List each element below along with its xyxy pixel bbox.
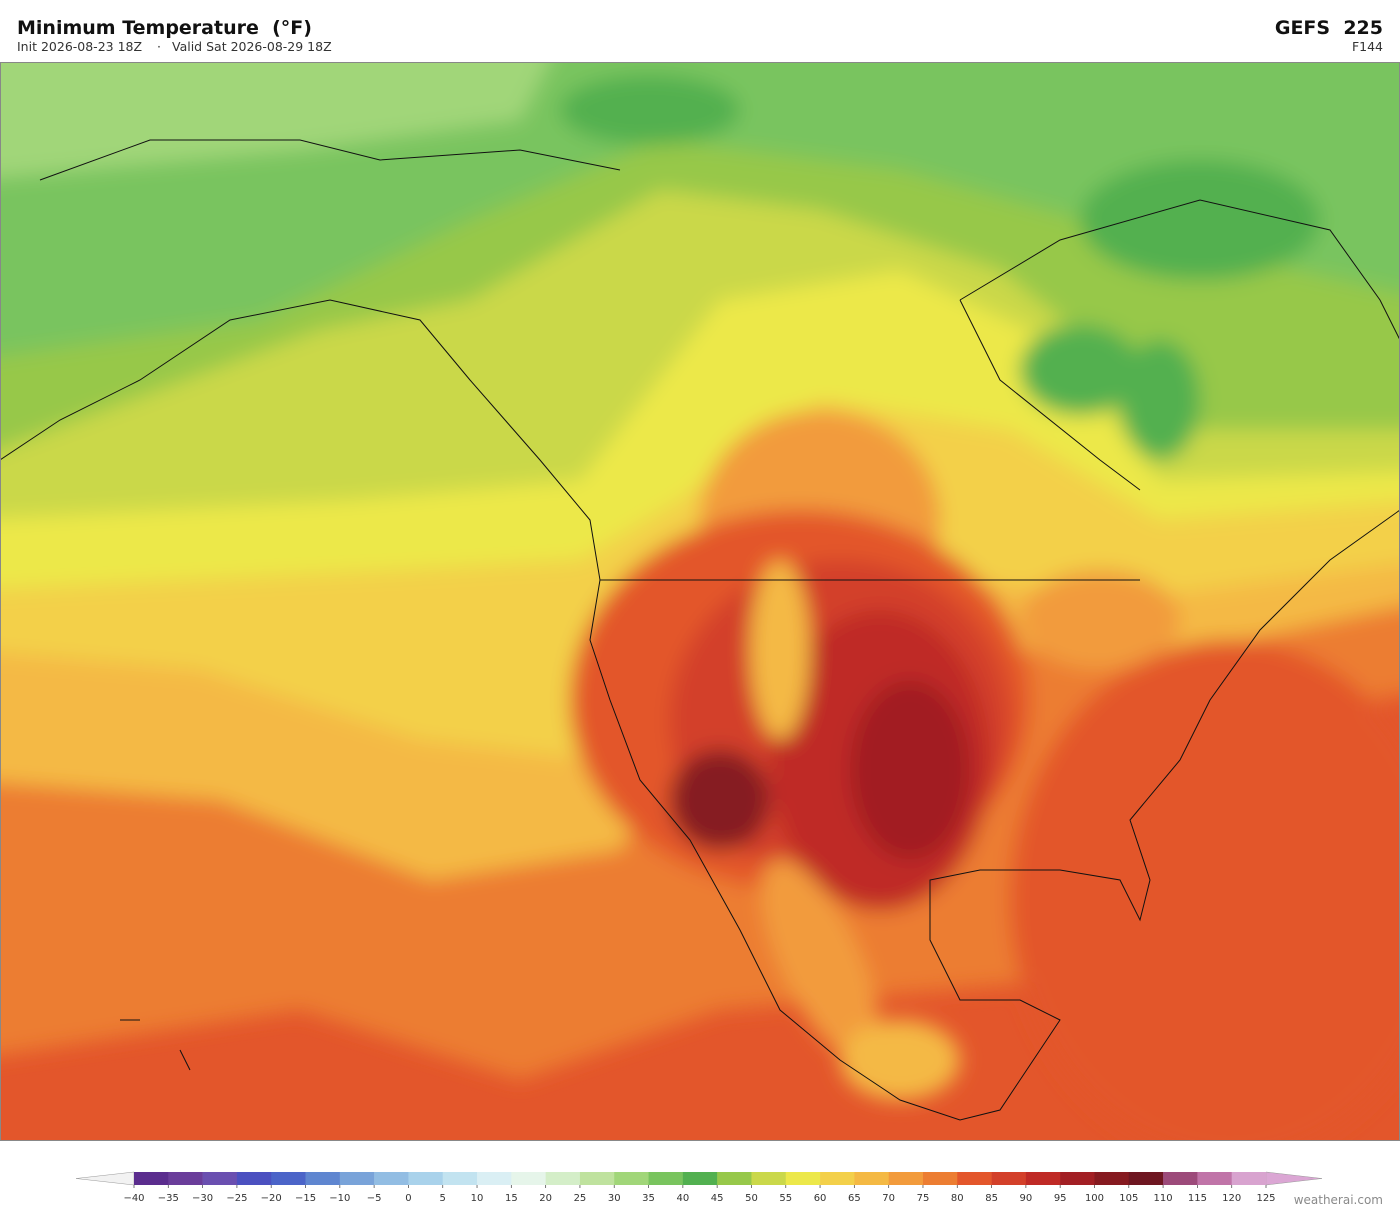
colorbar-tick-label: 115 xyxy=(1188,1193,1207,1204)
colorbar-tick-label: 10 xyxy=(471,1193,484,1204)
colorbar-swatch xyxy=(820,1172,855,1185)
colorbar-swatch xyxy=(614,1172,649,1185)
colorbar-swatch xyxy=(1197,1172,1232,1185)
colorbar-tick-label: 40 xyxy=(676,1193,689,1204)
colorbar: −40 −35 −30 −25 −20 −15 −10 −5 0 5 10 15 20 25 30 35 40 4… xyxy=(75,1171,1323,1204)
colorbar-tick-label: 50 xyxy=(745,1193,758,1204)
colorbar-swatch xyxy=(785,1172,821,1185)
colorbar-swatch xyxy=(442,1172,478,1185)
colorbar-tick-label: 30 xyxy=(608,1193,621,1204)
colorbar-tick-label: −20 xyxy=(261,1193,282,1204)
colorbar-swatch xyxy=(339,1172,375,1185)
colorbar-tick-label: 0 xyxy=(405,1193,411,1204)
temperature-map xyxy=(0,62,1400,1140)
colorbar-swatch xyxy=(408,1172,444,1185)
colorbar-tick-label: 110 xyxy=(1154,1193,1173,1204)
valid-time: Valid Sat 2026-08-29 18Z xyxy=(172,39,332,54)
colorbar-swatch xyxy=(134,1172,169,1185)
colorbar-swatch xyxy=(751,1172,787,1185)
colorbar-over xyxy=(1265,1171,1323,1186)
colorbar-swatch xyxy=(168,1172,203,1185)
colorbar-swatch xyxy=(1025,1172,1061,1185)
colorbar-tick-label: 100 xyxy=(1085,1193,1104,1204)
colorbar-tick-label: −35 xyxy=(158,1193,179,1204)
colorbar-tick-label: 35 xyxy=(642,1193,655,1204)
colorbar-swatch xyxy=(888,1172,924,1185)
coastline xyxy=(0,139,1400,1121)
colorbar-swatch xyxy=(991,1172,1027,1185)
colorbar-swatch xyxy=(717,1172,752,1185)
colorbar-swatch xyxy=(957,1172,992,1185)
colorbar-under xyxy=(75,1171,135,1186)
colorbar-tick-label: 120 xyxy=(1222,1193,1241,1204)
colorbar-swatch xyxy=(1060,1172,1095,1185)
colorbar-swatch xyxy=(477,1172,512,1185)
colorbar-tick-label: 45 xyxy=(711,1193,724,1204)
colorbar-tick-label: 105 xyxy=(1119,1193,1138,1204)
colorbar-tick-label: 70 xyxy=(882,1193,895,1204)
colorbar-swatch xyxy=(1163,1172,1198,1185)
colorbar-swatch xyxy=(1231,1172,1267,1185)
colorbar-tick-label: −15 xyxy=(295,1193,316,1204)
forecast-hour: F144 xyxy=(1352,39,1383,54)
watermark: weatherai.com xyxy=(1294,1193,1383,1207)
colorbar-swatch xyxy=(1094,1172,1130,1185)
colorbar-tick-label: 15 xyxy=(505,1193,518,1204)
colorbar-swatch xyxy=(1128,1172,1164,1185)
temperature-field xyxy=(0,62,1400,1140)
colorbar-swatch xyxy=(305,1172,341,1185)
colorbar-tick-label: −5 xyxy=(367,1193,382,1204)
colorbar-tick-label: 65 xyxy=(848,1193,861,1204)
colorbar-swatch xyxy=(511,1172,546,1185)
colorbar-swatch xyxy=(854,1172,889,1185)
colorbar-tick-label: −25 xyxy=(226,1193,247,1204)
colorbar-swatch xyxy=(236,1172,272,1185)
colorbar-tick-label: 20 xyxy=(539,1193,552,1204)
model-label: GEFS 225 xyxy=(1275,17,1383,39)
colorbar-tick-label: 5 xyxy=(440,1193,446,1204)
colorbar-swatch xyxy=(202,1172,238,1185)
colorbar-swatch xyxy=(682,1172,718,1185)
colorbar-tick-label: 125 xyxy=(1256,1193,1275,1204)
colorbar-tick-label: 90 xyxy=(1020,1193,1033,1204)
colorbar-swatch xyxy=(271,1172,306,1185)
colorbar-tick-label: −40 xyxy=(123,1193,144,1204)
map-title: Minimum Temperature (°F) xyxy=(17,17,312,39)
colorbar-swatch xyxy=(648,1172,684,1185)
colorbar-tick-label: 80 xyxy=(951,1193,964,1204)
colorbar-swatch xyxy=(922,1172,958,1185)
init-time: Init 2026-08-23 18Z xyxy=(17,39,142,54)
colorbar-tick-label: −30 xyxy=(192,1193,213,1204)
colorbar-swatch xyxy=(545,1172,581,1185)
colorbar-tick-label: 60 xyxy=(814,1193,827,1204)
colorbar-tick-label: 95 xyxy=(1054,1193,1067,1204)
colorbar-swatch xyxy=(579,1172,615,1185)
colorbar-tick-label: 85 xyxy=(985,1193,998,1204)
colorbar-tick-label: 55 xyxy=(779,1193,792,1204)
colorbar-tick-label: 25 xyxy=(574,1193,587,1204)
colorbar-tick-label: −10 xyxy=(329,1193,350,1204)
colorbar-swatch xyxy=(374,1172,409,1185)
separator: · xyxy=(157,39,161,54)
colorbar-tick-label: 75 xyxy=(917,1193,930,1204)
